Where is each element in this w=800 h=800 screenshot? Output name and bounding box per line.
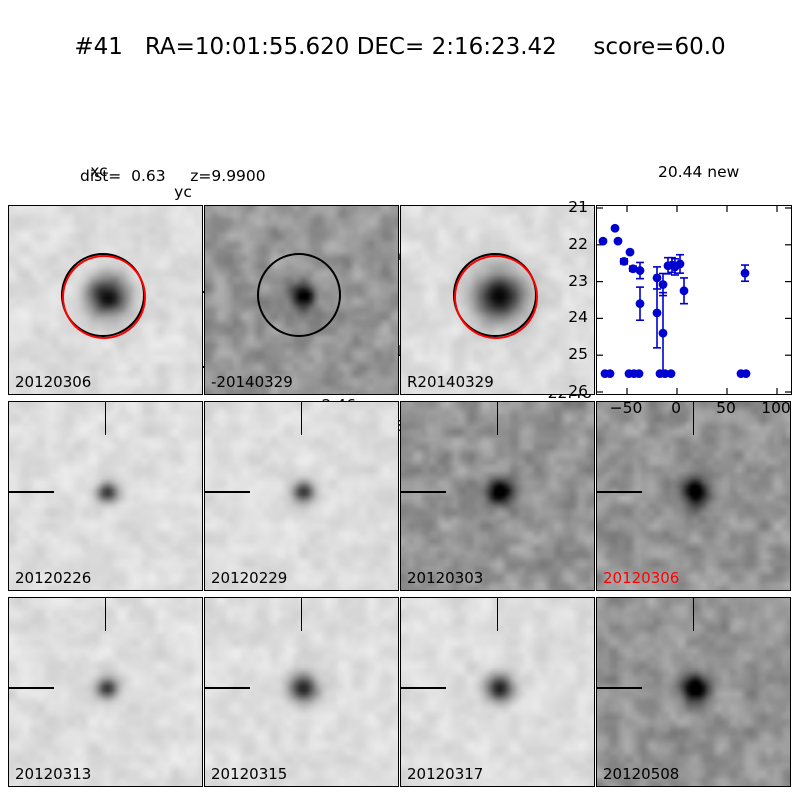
data-point-marker bbox=[625, 247, 635, 257]
data-point-marker bbox=[619, 256, 629, 266]
stamp-date-label: 20120229 bbox=[211, 569, 288, 587]
crosshair-tick-vertical bbox=[104, 598, 107, 631]
stamp-date-label: 20120317 bbox=[407, 765, 484, 783]
data-point-marker bbox=[679, 286, 689, 296]
dist-redshift-line: dist= 0.63 z=9.9900 bbox=[80, 167, 266, 185]
crosshair-tick-vertical bbox=[104, 402, 107, 435]
table-header-row: xc yc fwhm fluxrad isoarea mag auto aper… bbox=[22, 140, 778, 348]
stamp-panel-20120306[interactable]: 20120306 bbox=[8, 205, 203, 395]
data-point-marker bbox=[635, 299, 645, 309]
column-header-yc: yc bbox=[174, 183, 192, 201]
crosshair-tick-vertical bbox=[496, 402, 499, 435]
y-axis-tick-label: 25 bbox=[568, 345, 588, 364]
data-point-marker bbox=[628, 264, 638, 274]
upper-limit-marker bbox=[666, 369, 676, 378]
y-axis-tick-label: 26 bbox=[568, 382, 588, 400]
upper-limit-marker bbox=[605, 369, 615, 378]
stamp-panel-20120508[interactable]: 20120508 bbox=[596, 597, 791, 787]
aperture-circle-red bbox=[454, 254, 538, 339]
stamp-panel-20120317[interactable]: 20120317 bbox=[400, 597, 595, 787]
stamp-date-label: 20120315 bbox=[211, 765, 288, 783]
data-point-marker bbox=[613, 236, 623, 246]
crosshair-tick-vertical bbox=[300, 598, 303, 631]
upper-limit-marker bbox=[634, 369, 644, 378]
stamp-date-label: -20140329 bbox=[211, 373, 293, 391]
aperture-circle-black bbox=[256, 253, 341, 338]
data-point-marker bbox=[675, 259, 685, 269]
upper-limit-marker bbox=[741, 369, 751, 378]
y-axis-tick-label: 24 bbox=[568, 308, 588, 327]
page-title: #41 RA=10:01:55.620 DEC= 2:16:23.42 scor… bbox=[74, 34, 726, 60]
data-point-marker bbox=[652, 308, 662, 318]
stamp-panel-20120315[interactable]: 20120315 bbox=[204, 597, 399, 787]
stamp-date-label: 20120313 bbox=[15, 765, 92, 783]
x-axis-tick-label: 100 bbox=[761, 399, 791, 417]
x-axis-tick-label: −50 bbox=[609, 399, 643, 417]
crosshair-tick-horizontal bbox=[401, 687, 446, 689]
crosshair-tick-horizontal bbox=[401, 491, 446, 493]
data-point-marker bbox=[658, 280, 668, 289]
data-point-marker bbox=[635, 266, 645, 275]
stamp-date-label: 20120226 bbox=[15, 569, 92, 587]
crosshair-tick-vertical bbox=[300, 402, 303, 435]
data-point-marker bbox=[652, 273, 662, 283]
stamp-panel-20120306[interactable]: 20120306 bbox=[596, 401, 791, 591]
crosshair-tick-vertical bbox=[496, 598, 499, 631]
crosshair-tick-horizontal bbox=[597, 687, 642, 689]
crosshair-tick-vertical bbox=[692, 598, 695, 631]
crosshair-tick-horizontal bbox=[205, 491, 250, 493]
light-curve-svg bbox=[597, 206, 791, 394]
stamp-panel-20120226[interactable]: 20120226 bbox=[8, 401, 203, 591]
data-point-marker bbox=[610, 223, 620, 233]
data-point-marker bbox=[740, 268, 750, 278]
light-curve-plot[interactable] bbox=[596, 205, 792, 395]
crosshair-tick-horizontal bbox=[597, 491, 642, 493]
stamp-date-label: 20120306 bbox=[15, 373, 92, 391]
stamp-panel-20120313[interactable]: 20120313 bbox=[8, 597, 203, 787]
aperture-circle-red bbox=[62, 254, 146, 339]
stamp-panel-R20140329[interactable]: R20140329 bbox=[400, 205, 595, 395]
crosshair-tick-vertical bbox=[692, 402, 695, 435]
y-axis-tick-label: 22 bbox=[568, 234, 588, 253]
crosshair-tick-horizontal bbox=[9, 491, 54, 493]
x-axis-tick-label: 50 bbox=[716, 399, 736, 417]
y-axis-tick-label: 21 bbox=[568, 198, 588, 216]
stamp-date-label: 20120303 bbox=[407, 569, 484, 587]
crosshair-tick-horizontal bbox=[205, 687, 250, 689]
column-header-xc: xc bbox=[90, 162, 108, 180]
stamp-panel-20120229[interactable]: 20120229 bbox=[204, 401, 399, 591]
crosshair-tick-horizontal bbox=[9, 687, 54, 689]
stamp-date-label: 20120508 bbox=[603, 765, 680, 783]
data-point-marker bbox=[598, 236, 608, 246]
stamp-date-label: 20120306 bbox=[603, 569, 680, 587]
stamp-panel-20140329[interactable]: -20140329 bbox=[204, 205, 399, 395]
data-point-marker bbox=[658, 328, 668, 338]
stamp-panel-20120303[interactable]: 20120303 bbox=[400, 401, 595, 591]
x-axis-tick-label: 0 bbox=[671, 399, 681, 417]
y-axis-tick-label: 23 bbox=[568, 271, 588, 290]
stamp-date-label: R20140329 bbox=[407, 373, 494, 391]
phmag-new-value: 20.44 new bbox=[658, 163, 740, 181]
